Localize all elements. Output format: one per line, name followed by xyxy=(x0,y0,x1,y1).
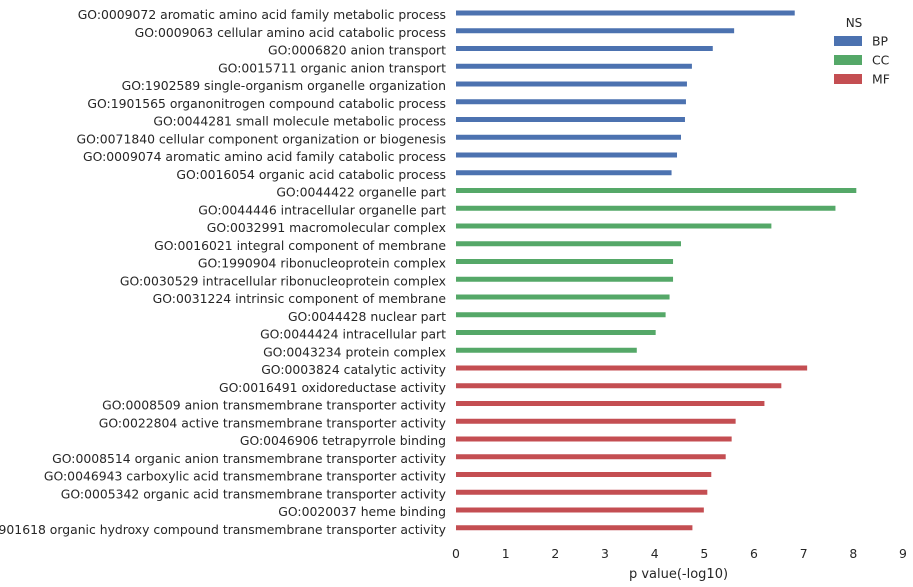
category-label: GO:0009074 aromatic amino acid family ca… xyxy=(83,149,446,164)
bar xyxy=(456,525,693,531)
bar xyxy=(456,472,712,477)
bar xyxy=(456,294,670,300)
category-label: GO:0008514 organic anion transmembrane t… xyxy=(52,451,446,466)
category-label: GO:0003824 catalytic activity xyxy=(261,362,446,377)
category-label: GO:0044424 intracellular part xyxy=(260,327,446,342)
bar xyxy=(456,489,708,495)
category-label: GO:0015711 organic anion transport xyxy=(218,60,446,75)
category-label: GO:0044428 nuclear part xyxy=(288,309,446,324)
legend-label: MF xyxy=(872,72,890,87)
bar xyxy=(456,170,672,176)
bar xyxy=(456,117,685,122)
category-label: GO:0016054 organic acid catabolic proces… xyxy=(176,167,446,182)
category-label: GO:0022804 active transmembrane transpor… xyxy=(99,415,446,430)
category-label: GO:0031224 intrinsic component of membra… xyxy=(153,291,446,306)
bar xyxy=(456,28,735,34)
bar xyxy=(456,205,836,211)
x-tick-label: 6 xyxy=(750,546,758,561)
category-label: GO:0046943 carboxylic acid transmembrane… xyxy=(44,469,446,484)
category-label: GO:0030529 intracellular ribonucleoprote… xyxy=(120,273,446,288)
category-labels-group: GO:0009072 aromatic amino acid family me… xyxy=(0,7,446,537)
bar xyxy=(456,63,692,69)
bar xyxy=(456,46,713,51)
bar xyxy=(456,223,772,229)
x-axis-title: p value(-log10) xyxy=(629,567,728,582)
x-tick-label: 3 xyxy=(601,546,609,561)
legend-swatch xyxy=(834,36,862,46)
x-tick-label: 5 xyxy=(700,546,708,561)
bar xyxy=(456,401,765,406)
bar xyxy=(456,99,686,105)
legend-items-group: BP CC MF xyxy=(834,34,890,87)
category-label: GO:0016491 oxidoreductase activity xyxy=(219,380,446,395)
bar xyxy=(456,188,857,193)
category-label: GO:0044422 organelle part xyxy=(276,185,446,200)
category-label: GO:1902589 single-organism organelle org… xyxy=(122,78,446,93)
bar xyxy=(456,10,795,16)
category-label: GO:0020037 heme binding xyxy=(278,504,446,519)
bar xyxy=(456,418,736,424)
x-tick-label: 9 xyxy=(899,546,907,561)
bars-group xyxy=(456,10,857,531)
category-label: GO:0044281 small molecule metabolic proc… xyxy=(153,114,446,129)
legend-swatch xyxy=(834,55,862,65)
legend-title: NS xyxy=(846,16,863,30)
category-label: GO:0044446 intracellular organelle part xyxy=(198,202,446,217)
category-label: GO:1990904 ribonucleoprotein complex xyxy=(198,256,446,271)
bar xyxy=(456,330,656,335)
category-label: GO:0006820 anion transport xyxy=(268,43,446,58)
bar xyxy=(456,276,674,282)
category-label: GO:1901618 organic hydroxy compound tran… xyxy=(0,522,446,537)
bar xyxy=(456,454,726,460)
bar xyxy=(456,347,637,353)
x-tick-label: 7 xyxy=(800,546,808,561)
category-label: GO:0046906 tetrapyrrole binding xyxy=(240,433,446,448)
x-tick-label: 1 xyxy=(502,546,510,561)
x-tick-label: 2 xyxy=(551,546,559,561)
x-axis-ticks-group: 0 1 2 3 4 5 6 7 8 9 xyxy=(452,546,907,561)
category-label: GO:0009063 cellular amino acid catabolic… xyxy=(135,25,446,40)
bar xyxy=(456,81,687,87)
bar xyxy=(456,134,681,140)
x-tick-label: 8 xyxy=(849,546,857,561)
category-label: GO:0016021 integral component of membran… xyxy=(154,238,446,253)
category-label: GO:1901565 organonitrogen compound catab… xyxy=(87,96,446,111)
legend-swatch xyxy=(834,74,862,84)
bar xyxy=(456,507,704,513)
legend-label: BP xyxy=(872,34,889,49)
category-label: GO:0043234 protein complex xyxy=(263,344,446,359)
bar xyxy=(456,383,782,389)
bar xyxy=(456,436,732,442)
category-label: GO:0071840 cellular component organizati… xyxy=(76,131,446,146)
legend: NS BP CC MF xyxy=(834,16,890,87)
bar xyxy=(456,152,678,158)
bar xyxy=(456,241,681,247)
x-tick-label: 0 xyxy=(452,546,460,561)
bar xyxy=(456,259,674,264)
category-label: GO:0005342 organic acid transmembrane tr… xyxy=(61,486,446,501)
x-tick-label: 4 xyxy=(651,546,659,561)
bar xyxy=(456,365,808,371)
category-label: GO:0032991 macromolecular complex xyxy=(207,220,446,235)
bar xyxy=(456,312,666,318)
category-label: GO:0009072 aromatic amino acid family me… xyxy=(78,7,446,22)
legend-label: CC xyxy=(872,53,889,68)
category-label: GO:0008509 anion transmembrane transport… xyxy=(102,398,446,413)
